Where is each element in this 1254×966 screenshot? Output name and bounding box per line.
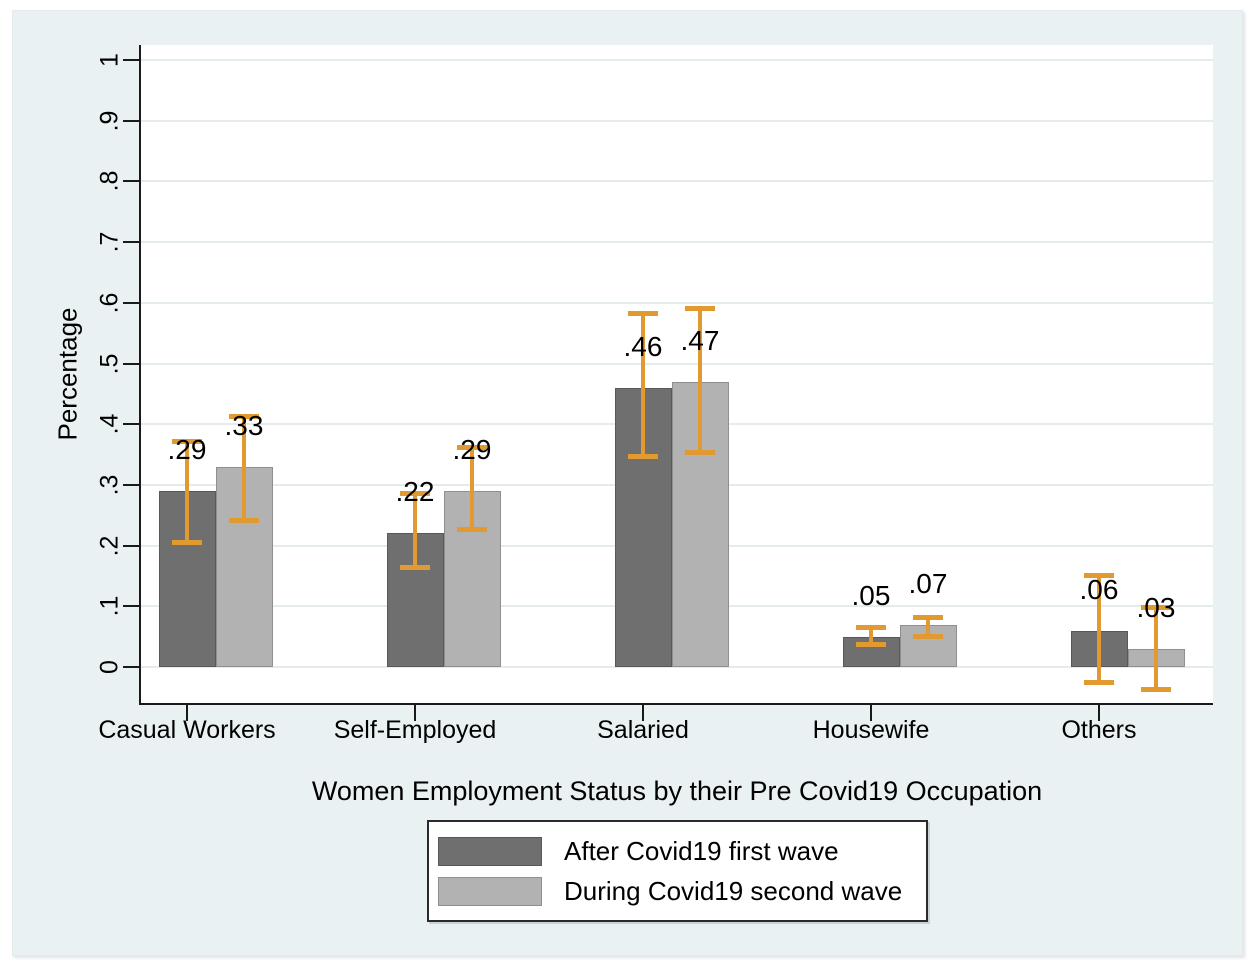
x-axis-title: Women Employment Status by their Pre Cov… xyxy=(311,776,1043,806)
error-bar-cap-bottom xyxy=(172,539,202,545)
bar-value-label: .07 xyxy=(908,568,948,599)
error-bar-line xyxy=(869,626,873,646)
error-bar-cap-top xyxy=(1141,604,1171,610)
x-category-label: Housewife xyxy=(812,716,930,744)
bar-value-label: .03 xyxy=(1136,592,1176,623)
y-tick-label: .5 xyxy=(95,353,124,374)
error-bar-line xyxy=(1154,606,1158,691)
x-category-label: Casual Workers xyxy=(98,716,276,744)
error-bar-cap-bottom xyxy=(229,518,259,524)
error-bar-cap-top xyxy=(856,624,886,630)
error-bar-line xyxy=(1097,574,1101,684)
error-bar-cap-bottom xyxy=(1141,687,1171,693)
y-tick-label: .8 xyxy=(95,170,124,192)
error-bar-line xyxy=(641,313,645,457)
y-tick-label: .9 xyxy=(95,110,124,132)
legend-swatch-after-first-wave xyxy=(438,836,542,866)
y-tick-label: .2 xyxy=(95,535,124,557)
y-tick-label: .1 xyxy=(95,595,124,617)
gridline xyxy=(141,180,1213,183)
y-tick-label: 1 xyxy=(95,53,124,67)
legend: After Covid19 first wave During Covid19 … xyxy=(427,820,928,922)
error-bar-line xyxy=(242,416,246,522)
y-tick xyxy=(123,241,139,244)
bar-value-label: .06 xyxy=(1079,574,1119,605)
y-axis-line xyxy=(139,45,141,705)
legend-label-during-second-wave: During Covid19 second wave xyxy=(564,875,903,906)
legend-label-after-first-wave: After Covid19 first wave xyxy=(564,835,839,866)
x-category-label: Salaried xyxy=(597,716,689,744)
error-bar-line xyxy=(698,308,702,454)
y-tick-label: 0 xyxy=(95,660,124,674)
bar-value-label: .29 xyxy=(452,434,492,465)
y-tick xyxy=(123,483,139,486)
legend-swatch-during-second-wave xyxy=(438,876,542,906)
bar-value-label: .22 xyxy=(395,476,435,507)
y-tick xyxy=(123,119,139,122)
gridline xyxy=(141,119,1213,122)
bar-value-label: .33 xyxy=(224,410,264,441)
error-bar-cap-bottom xyxy=(913,634,943,640)
error-bar-cap-top xyxy=(400,490,430,496)
legend-item-second-wave: During Covid19 second wave xyxy=(438,876,926,907)
gridline xyxy=(141,301,1213,304)
y-tick-label: .4 xyxy=(95,413,124,435)
error-bar-line xyxy=(470,447,474,530)
y-tick xyxy=(123,605,139,608)
y-axis-title: Percentage xyxy=(52,307,83,441)
error-bar-cap-top xyxy=(457,445,487,451)
y-tick xyxy=(123,666,139,668)
error-bar-cap-top xyxy=(172,439,202,445)
error-bar-line xyxy=(926,617,930,638)
error-bar-cap-bottom xyxy=(400,565,430,571)
x-category-label: Others xyxy=(1061,716,1137,744)
y-tick xyxy=(123,423,139,426)
bar-value-label: .05 xyxy=(851,580,891,611)
error-bar-cap-top xyxy=(685,306,715,312)
error-bar-line xyxy=(185,441,189,543)
gridline xyxy=(141,59,1213,61)
gridline xyxy=(141,241,1213,244)
gridline xyxy=(141,362,1213,365)
x-tick xyxy=(1098,705,1100,721)
error-bar-cap-bottom xyxy=(628,453,658,459)
error-bar-line xyxy=(413,492,417,569)
y-tick xyxy=(123,301,139,304)
bar-value-label: .29 xyxy=(167,434,207,465)
y-tick xyxy=(123,180,139,183)
error-bar-cap-top xyxy=(1084,572,1114,578)
error-bar-cap-top xyxy=(628,311,658,317)
x-category-label: Self-Employed xyxy=(333,716,497,744)
error-bar-cap-top xyxy=(913,615,943,621)
x-tick xyxy=(414,705,416,721)
y-tick-label: .3 xyxy=(95,474,124,496)
error-bar-cap-bottom xyxy=(685,450,715,456)
y-tick xyxy=(123,544,139,547)
legend-item-first-wave: After Covid19 first wave xyxy=(438,836,926,867)
x-tick xyxy=(186,705,188,721)
error-bar-cap-top xyxy=(229,414,259,420)
x-tick xyxy=(870,705,872,721)
y-tick xyxy=(123,59,139,61)
gridline xyxy=(141,666,1213,668)
error-bar-cap-bottom xyxy=(457,526,487,532)
y-tick-label: .6 xyxy=(95,292,124,314)
y-tick xyxy=(123,362,139,365)
y-tick-label: .7 xyxy=(95,231,124,253)
x-tick xyxy=(642,705,644,721)
error-bar-cap-bottom xyxy=(1084,680,1114,686)
error-bar-cap-bottom xyxy=(856,642,886,648)
bar-value-label: .47 xyxy=(680,325,720,356)
bar-value-label: .46 xyxy=(623,331,663,362)
x-axis-line xyxy=(139,703,1213,705)
